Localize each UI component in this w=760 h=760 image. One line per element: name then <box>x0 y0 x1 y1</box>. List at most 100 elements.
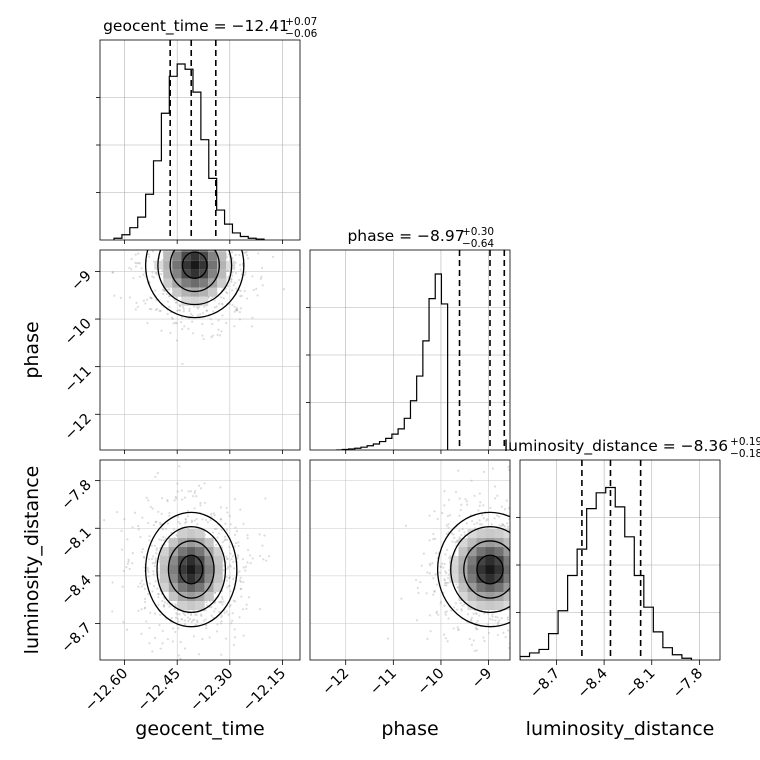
sample-point <box>420 564 423 567</box>
sample-point <box>180 618 183 621</box>
sample-point <box>208 247 210 249</box>
sample-point <box>137 525 140 528</box>
sample-point <box>544 577 546 579</box>
sample-point <box>189 243 191 245</box>
sample-point <box>220 653 223 656</box>
sample-point <box>194 613 197 616</box>
sample-point <box>196 227 198 229</box>
sample-point <box>257 187 259 189</box>
sample-point <box>160 329 163 332</box>
sample-point <box>148 307 152 311</box>
sample-point <box>229 565 232 568</box>
sample-point <box>213 527 217 531</box>
sample-point <box>464 498 467 501</box>
sample-point <box>148 642 151 645</box>
sample-point <box>191 619 195 622</box>
hist-panel-geocent_time <box>100 40 300 240</box>
sample-point <box>461 604 464 607</box>
sample-point <box>223 244 225 246</box>
sample-point <box>170 246 172 248</box>
sample-point <box>431 562 434 565</box>
sample-point <box>224 637 228 640</box>
sample-point <box>466 503 469 506</box>
sample-point <box>215 305 218 308</box>
sample-point <box>149 222 151 224</box>
sample-point <box>445 584 448 587</box>
sample-point <box>258 554 262 557</box>
sample-point <box>202 237 204 239</box>
sample-point <box>214 543 218 546</box>
sample-point <box>199 501 202 505</box>
sample-point <box>236 308 239 311</box>
sample-point <box>174 321 177 324</box>
density-cell <box>177 547 187 557</box>
sample-point <box>482 517 485 520</box>
sample-point <box>182 310 185 313</box>
sample-point <box>517 556 519 558</box>
sample-point <box>138 275 141 278</box>
sample-point <box>194 247 196 249</box>
sample-point <box>176 309 179 312</box>
sample-point <box>174 495 177 498</box>
sample-point <box>512 550 514 552</box>
sample-point <box>271 204 273 206</box>
sample-point <box>190 519 194 522</box>
sample-point <box>219 622 223 625</box>
sample-point <box>207 236 209 238</box>
sample-point <box>520 571 522 573</box>
sample-point <box>489 617 492 621</box>
sample-point <box>206 521 209 524</box>
sample-point <box>447 523 450 526</box>
sample-point <box>163 601 167 604</box>
sample-point <box>563 597 565 599</box>
sample-point <box>219 518 223 521</box>
density-cell <box>467 556 477 566</box>
sample-point <box>186 231 188 233</box>
sample-point <box>160 273 163 276</box>
sample-point <box>234 600 237 603</box>
sample-point <box>511 529 513 531</box>
sample-point <box>521 552 523 554</box>
sample-point <box>162 289 165 292</box>
sample-point <box>162 535 165 539</box>
sample-point <box>173 227 175 229</box>
sample-point <box>225 555 228 558</box>
sample-point <box>515 558 517 560</box>
sample-point <box>445 572 448 575</box>
hist-bar <box>122 235 130 240</box>
density-cell <box>494 601 504 611</box>
sample-point <box>147 202 149 204</box>
sample-point <box>532 601 534 603</box>
sample-point <box>186 515 189 518</box>
sample-point <box>481 514 484 517</box>
sample-point <box>159 309 162 313</box>
sample-point <box>125 566 128 569</box>
sample-point <box>190 620 193 624</box>
sample-point <box>472 639 475 642</box>
sample-point <box>153 544 157 547</box>
sample-point <box>433 510 436 513</box>
sample-point <box>166 201 168 203</box>
sample-point <box>531 609 533 611</box>
sample-point <box>539 572 541 574</box>
sample-point <box>494 619 497 622</box>
sample-point <box>220 247 222 249</box>
sample-point <box>147 567 150 570</box>
sample-point <box>174 630 177 634</box>
sample-point <box>196 522 199 526</box>
sample-point <box>419 581 422 584</box>
density-cell <box>186 538 196 548</box>
sample-point <box>130 257 133 261</box>
sample-point <box>204 227 206 229</box>
sample-point <box>223 235 225 237</box>
sample-point <box>529 551 531 553</box>
sample-point <box>187 619 190 623</box>
sample-point <box>545 552 547 554</box>
sample-point <box>465 522 468 525</box>
sample-point <box>528 561 530 563</box>
sample-point <box>200 614 203 618</box>
density-cell <box>186 547 196 557</box>
sample-point <box>159 224 161 226</box>
sample-point <box>192 609 195 612</box>
sample-point <box>561 562 563 564</box>
